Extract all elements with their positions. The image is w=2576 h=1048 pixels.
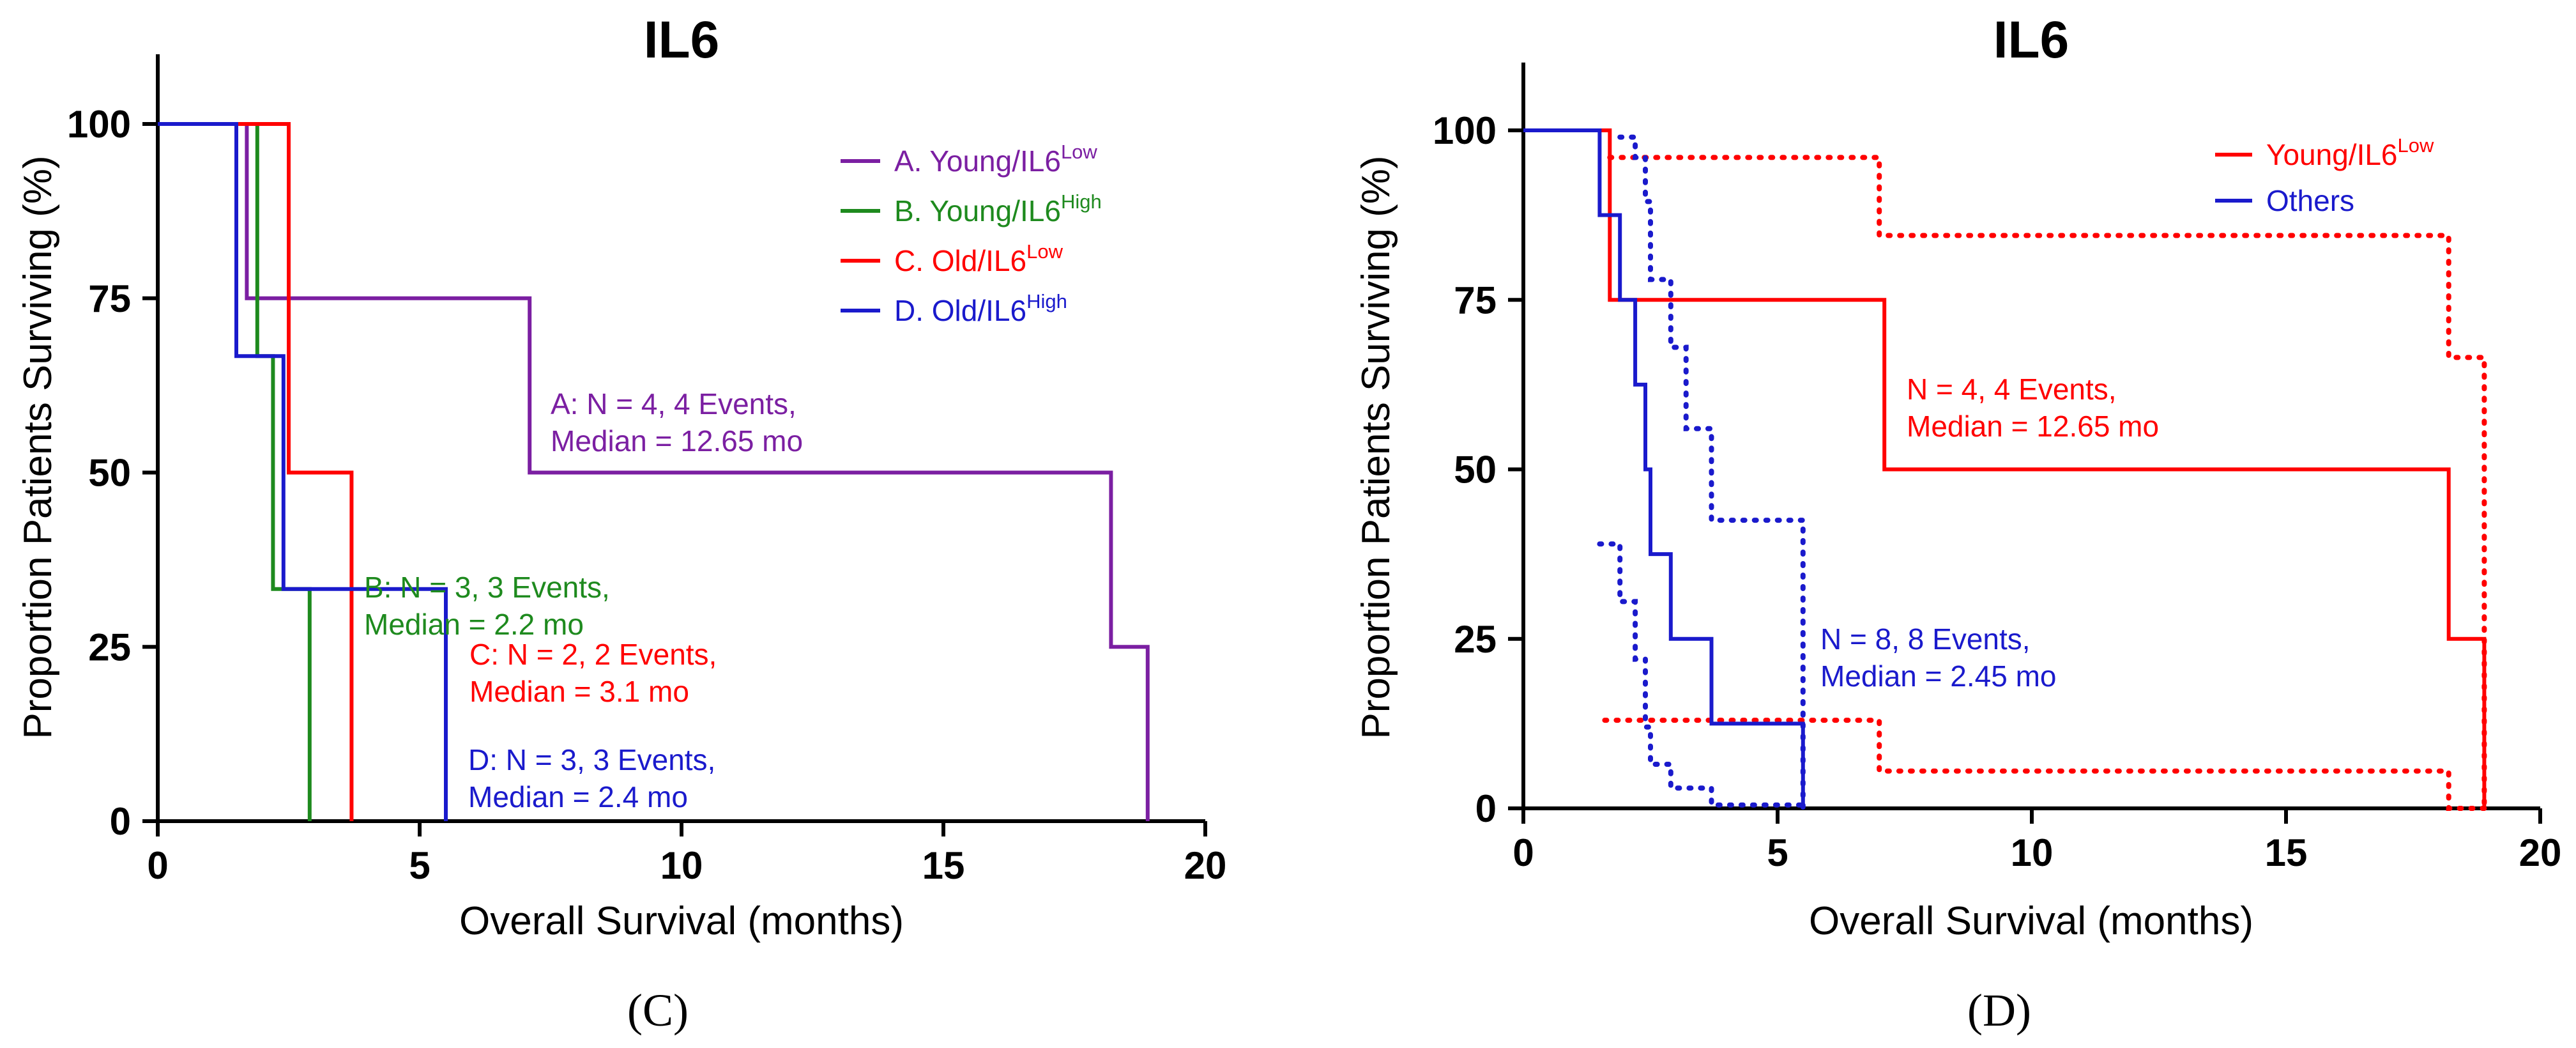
annotation-text: Median = 12.65 mo (551, 424, 803, 458)
y-tick-label: 0 (1475, 787, 1497, 830)
survival-line-4 (158, 122, 448, 821)
chart-panel-d: IL6 0 5 10 15 20 0 25 50 75 100 Overall Survival (m… (1354, 11, 2561, 1036)
ci-upper-line-2 (1617, 134, 1806, 811)
x-tick-label: 10 (2011, 831, 2054, 874)
annotation-text: N = 4, 4 Events, (1907, 373, 2117, 406)
x-tick-label: 0 (147, 844, 168, 887)
annotation-text: Median = 2.4 mo (468, 780, 688, 813)
survival-line-1 (1523, 128, 2487, 808)
legend-label: Young/IL6Low (2266, 134, 2434, 171)
x-tick-label: 5 (1767, 831, 1788, 874)
annotation-text: Median = 12.65 mo (1907, 410, 2159, 443)
y-tick-label: 25 (88, 626, 131, 668)
y-axis-label: Proportion Patients Surviving (%) (16, 155, 60, 739)
y-tick-label: 50 (1454, 449, 1497, 491)
chart-panel-c: IL6 0 5 10 15 20 0 25 50 75 100 Overall Survival (m… (16, 11, 1226, 1036)
panel-label: (D) (1967, 985, 2031, 1036)
legend-label: D. Old/IL6High (894, 290, 1067, 327)
x-tick-label: 20 (1184, 844, 1227, 887)
x-tick-label: 5 (409, 844, 430, 887)
y-tick-label: 25 (1454, 618, 1497, 661)
chart-title: IL6 (644, 11, 719, 69)
legend-label: A. Young/IL6Low (894, 141, 1097, 178)
panel-label: (C) (627, 985, 689, 1036)
x-axis-label: Overall Survival (months) (1809, 899, 2253, 943)
legend-label: C. Old/IL6Low (894, 240, 1063, 277)
y-tick-label: 75 (88, 277, 131, 320)
y-tick-label: 100 (67, 103, 131, 146)
legend-label: B. Young/IL6High (894, 190, 1102, 227)
survival-line-3 (158, 122, 354, 821)
y-tick-label: 50 (88, 452, 131, 495)
survival-line-2 (1523, 128, 1805, 808)
annotation-text: N = 8, 8 Events, (1820, 622, 2031, 656)
annotation-text: Median = 3.1 mo (469, 675, 689, 708)
x-tick-label: 10 (660, 844, 703, 887)
x-axis-label: Overall Survival (months) (459, 899, 904, 943)
ci-upper-line-1 (1607, 155, 2487, 811)
survival-line-1 (158, 122, 1150, 821)
x-tick-label: 20 (2519, 831, 2562, 874)
y-tick-label: 0 (110, 800, 131, 843)
annotation-text: D: N = 3, 3 Events, (468, 743, 715, 776)
x-tick-label: 0 (1513, 831, 1534, 874)
x-tick-label: 15 (2265, 831, 2308, 874)
annotation-text: C: N = 2, 2 Events, (469, 638, 717, 671)
annotation-text: Median = 2.45 mo (1820, 659, 2057, 693)
y-axis-label: Proportion Patients Surviving (%) (1354, 155, 1398, 739)
ci-lower-line-1 (1602, 718, 2487, 811)
chart-title: IL6 (1993, 11, 2069, 69)
annotation-text: A: N = 4, 4 Events, (551, 387, 796, 420)
annotation-text: Median = 2.2 mo (364, 608, 584, 641)
annotation-text: B: N = 3, 3 Events, (364, 571, 610, 604)
y-tick-label: 100 (1433, 109, 1497, 152)
legend-label: Others (2266, 184, 2354, 217)
y-tick-label: 75 (1454, 279, 1497, 321)
ci-lower-line-2 (1597, 541, 1806, 808)
x-tick-label: 15 (922, 844, 965, 887)
